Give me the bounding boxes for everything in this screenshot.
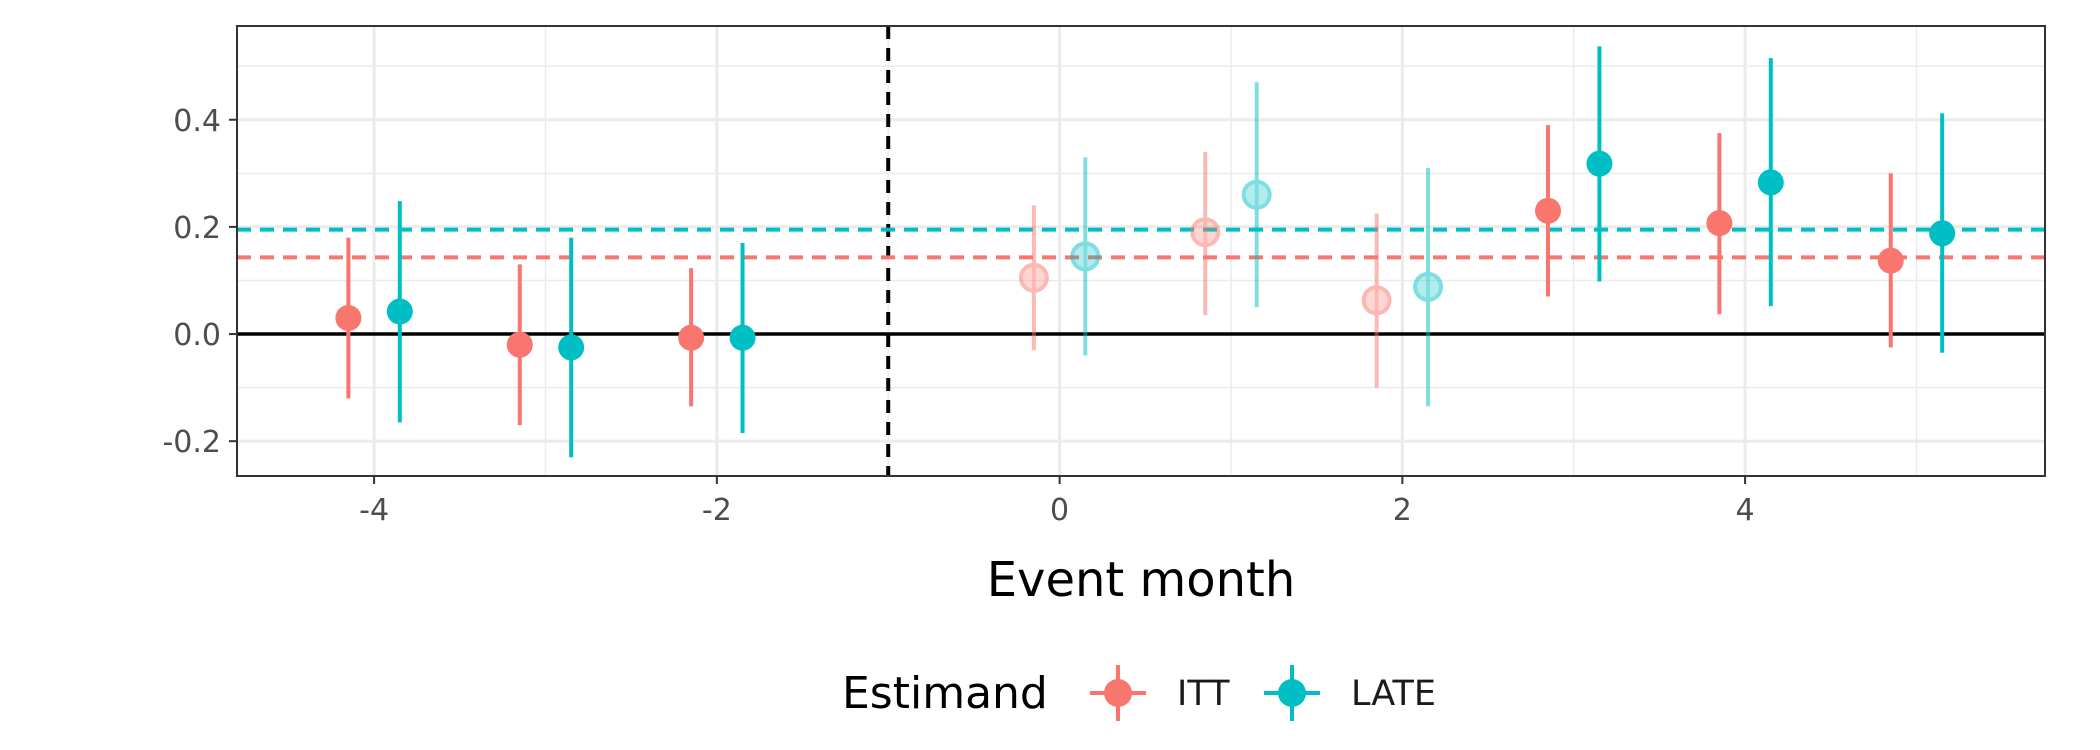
x-tick-label: -2 <box>702 493 732 528</box>
point-group-itt <box>1535 125 1562 297</box>
point-itt <box>1018 262 1049 293</box>
point-late <box>558 334 585 361</box>
point-group-itt <box>1877 173 1904 348</box>
point-late <box>386 298 413 325</box>
point-itt <box>1190 217 1221 248</box>
point-group-itt <box>1018 205 1049 351</box>
point-late <box>1413 271 1444 302</box>
point-itt <box>1535 197 1562 224</box>
point-group-itt <box>335 237 362 399</box>
point-group-late <box>1070 157 1101 356</box>
point-group-itt <box>678 268 705 407</box>
point-itt <box>335 304 362 331</box>
axis-tick-labels: -4 -2 0 2 4 -0.2 0.0 0.2 0.4 <box>162 104 1754 528</box>
point-group-late <box>1413 167 1444 407</box>
legend-key-point-itt <box>1104 679 1132 707</box>
grid-major <box>237 26 2045 476</box>
point-late <box>1929 220 1956 247</box>
legend-label-late: LATE <box>1351 674 1436 714</box>
panel-border <box>236 25 2046 477</box>
point-itt <box>1706 210 1733 237</box>
data-marks <box>335 46 1956 458</box>
x-tick-label: 2 <box>1393 493 1412 528</box>
point-itt <box>1361 285 1392 316</box>
y-tick-label: 0.0 <box>173 318 221 353</box>
x-axis-title: Event month <box>987 552 1296 608</box>
point-group-itt <box>1190 151 1221 316</box>
point-group-late <box>1586 46 1613 282</box>
point-group-late <box>729 242 756 434</box>
point-late <box>1757 169 1784 196</box>
point-late <box>1070 241 1101 272</box>
point-late <box>1241 179 1272 210</box>
legend-key-point-late <box>1278 679 1306 707</box>
legend: Estimand ITT LATE <box>842 665 1436 721</box>
axis-ticks <box>229 118 1747 484</box>
x-tick-label: 4 <box>1736 493 1755 528</box>
point-itt <box>678 324 705 351</box>
point-itt <box>506 331 533 358</box>
reference-lines <box>237 26 2045 476</box>
point-group-late <box>1241 82 1272 308</box>
y-tick-label: 0.2 <box>173 211 221 246</box>
point-group-itt <box>1706 133 1733 315</box>
point-late <box>729 324 756 351</box>
point-group-late <box>1929 113 1956 353</box>
point-group-late <box>1757 58 1784 307</box>
point-group-late <box>558 237 585 458</box>
point-group-itt <box>1361 213 1392 388</box>
point-group-itt <box>506 264 533 426</box>
legend-items: ITT LATE <box>1090 665 1436 721</box>
x-tick-label: 0 <box>1050 493 1069 528</box>
point-late <box>1586 150 1613 177</box>
y-tick-label: -0.2 <box>162 425 221 460</box>
y-tick-label: 0.4 <box>173 104 221 139</box>
x-tick-label: -4 <box>359 493 389 528</box>
point-group-late <box>386 201 413 423</box>
point-itt <box>1877 247 1904 274</box>
legend-title: Estimand <box>842 668 1048 719</box>
legend-label-itt: ITT <box>1177 674 1230 714</box>
